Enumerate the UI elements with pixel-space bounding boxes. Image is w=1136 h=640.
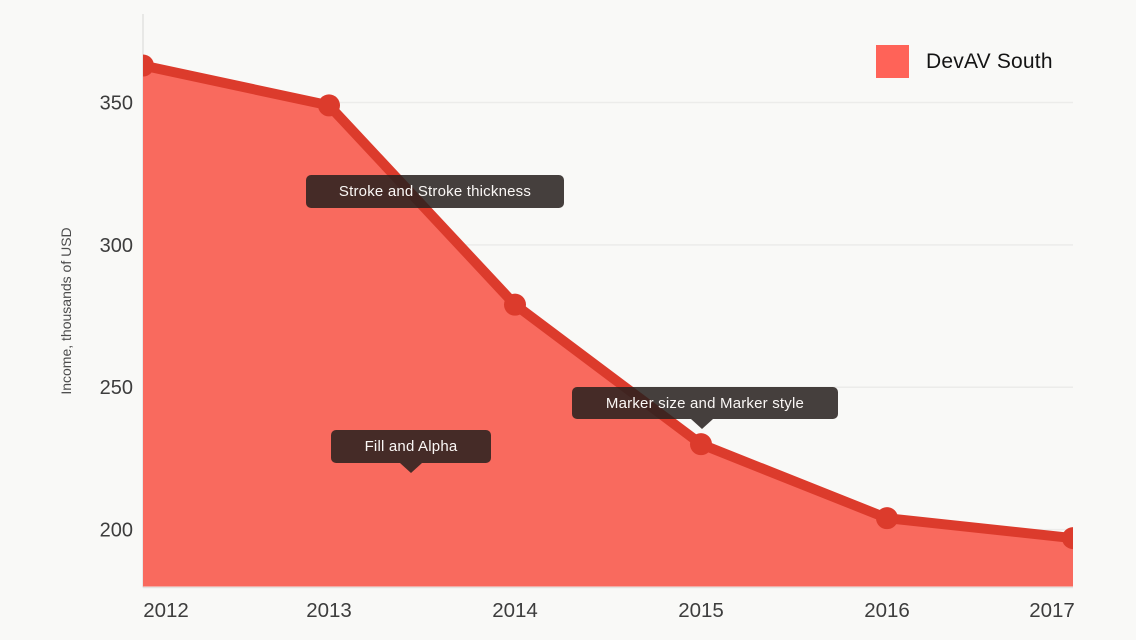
data-marker-2013 bbox=[318, 94, 340, 117]
annotation-fill-label: Fill and Alpha bbox=[364, 438, 458, 455]
annotation-marker-tooltip: Marker size and Marker style bbox=[572, 387, 838, 429]
annotation-marker-label: Marker size and Marker style bbox=[605, 394, 805, 412]
x-axis-tick-labels: 2012 2013 2014 2015 2016 2017 bbox=[143, 599, 1075, 622]
tooltip-caret-down-icon bbox=[691, 419, 713, 429]
annotation-stroke-tooltip: Stroke and Stroke thickness bbox=[306, 175, 564, 208]
svg-text:2016: 2016 bbox=[864, 599, 910, 622]
y-axis-tick-labels: 200 250 300 350 bbox=[100, 93, 133, 542]
y-axis-title: Income, thousands of USD bbox=[58, 227, 74, 394]
legend: DevAV South bbox=[876, 45, 1053, 78]
data-marker-2015 bbox=[690, 433, 712, 456]
svg-text:250: 250 bbox=[100, 377, 133, 399]
area-fill bbox=[143, 65, 1073, 587]
series-line bbox=[143, 60, 1073, 544]
svg-text:2012: 2012 bbox=[143, 599, 189, 622]
svg-text:2015: 2015 bbox=[678, 599, 724, 622]
data-marker-2017 bbox=[1062, 527, 1073, 550]
svg-text:200: 200 bbox=[100, 520, 133, 542]
svg-text:350: 350 bbox=[100, 93, 133, 115]
legend-label: DevAV South bbox=[926, 49, 1053, 73]
data-marker-2016 bbox=[876, 507, 898, 530]
annotation-fill-tooltip: Fill and Alpha bbox=[331, 430, 491, 473]
tooltip-caret-down-icon bbox=[400, 463, 422, 473]
svg-text:2014: 2014 bbox=[492, 599, 538, 622]
data-marker-2012 bbox=[143, 54, 154, 77]
svg-text:2017: 2017 bbox=[1029, 599, 1075, 622]
annotation-stroke-label: Stroke and Stroke thickness bbox=[338, 183, 532, 200]
legend-item-devav-south[interactable]: DevAV South bbox=[876, 45, 1053, 78]
svg-text:2013: 2013 bbox=[306, 599, 352, 622]
legend-swatch bbox=[876, 45, 909, 78]
svg-text:300: 300 bbox=[100, 235, 133, 257]
data-marker-2014 bbox=[504, 293, 526, 316]
